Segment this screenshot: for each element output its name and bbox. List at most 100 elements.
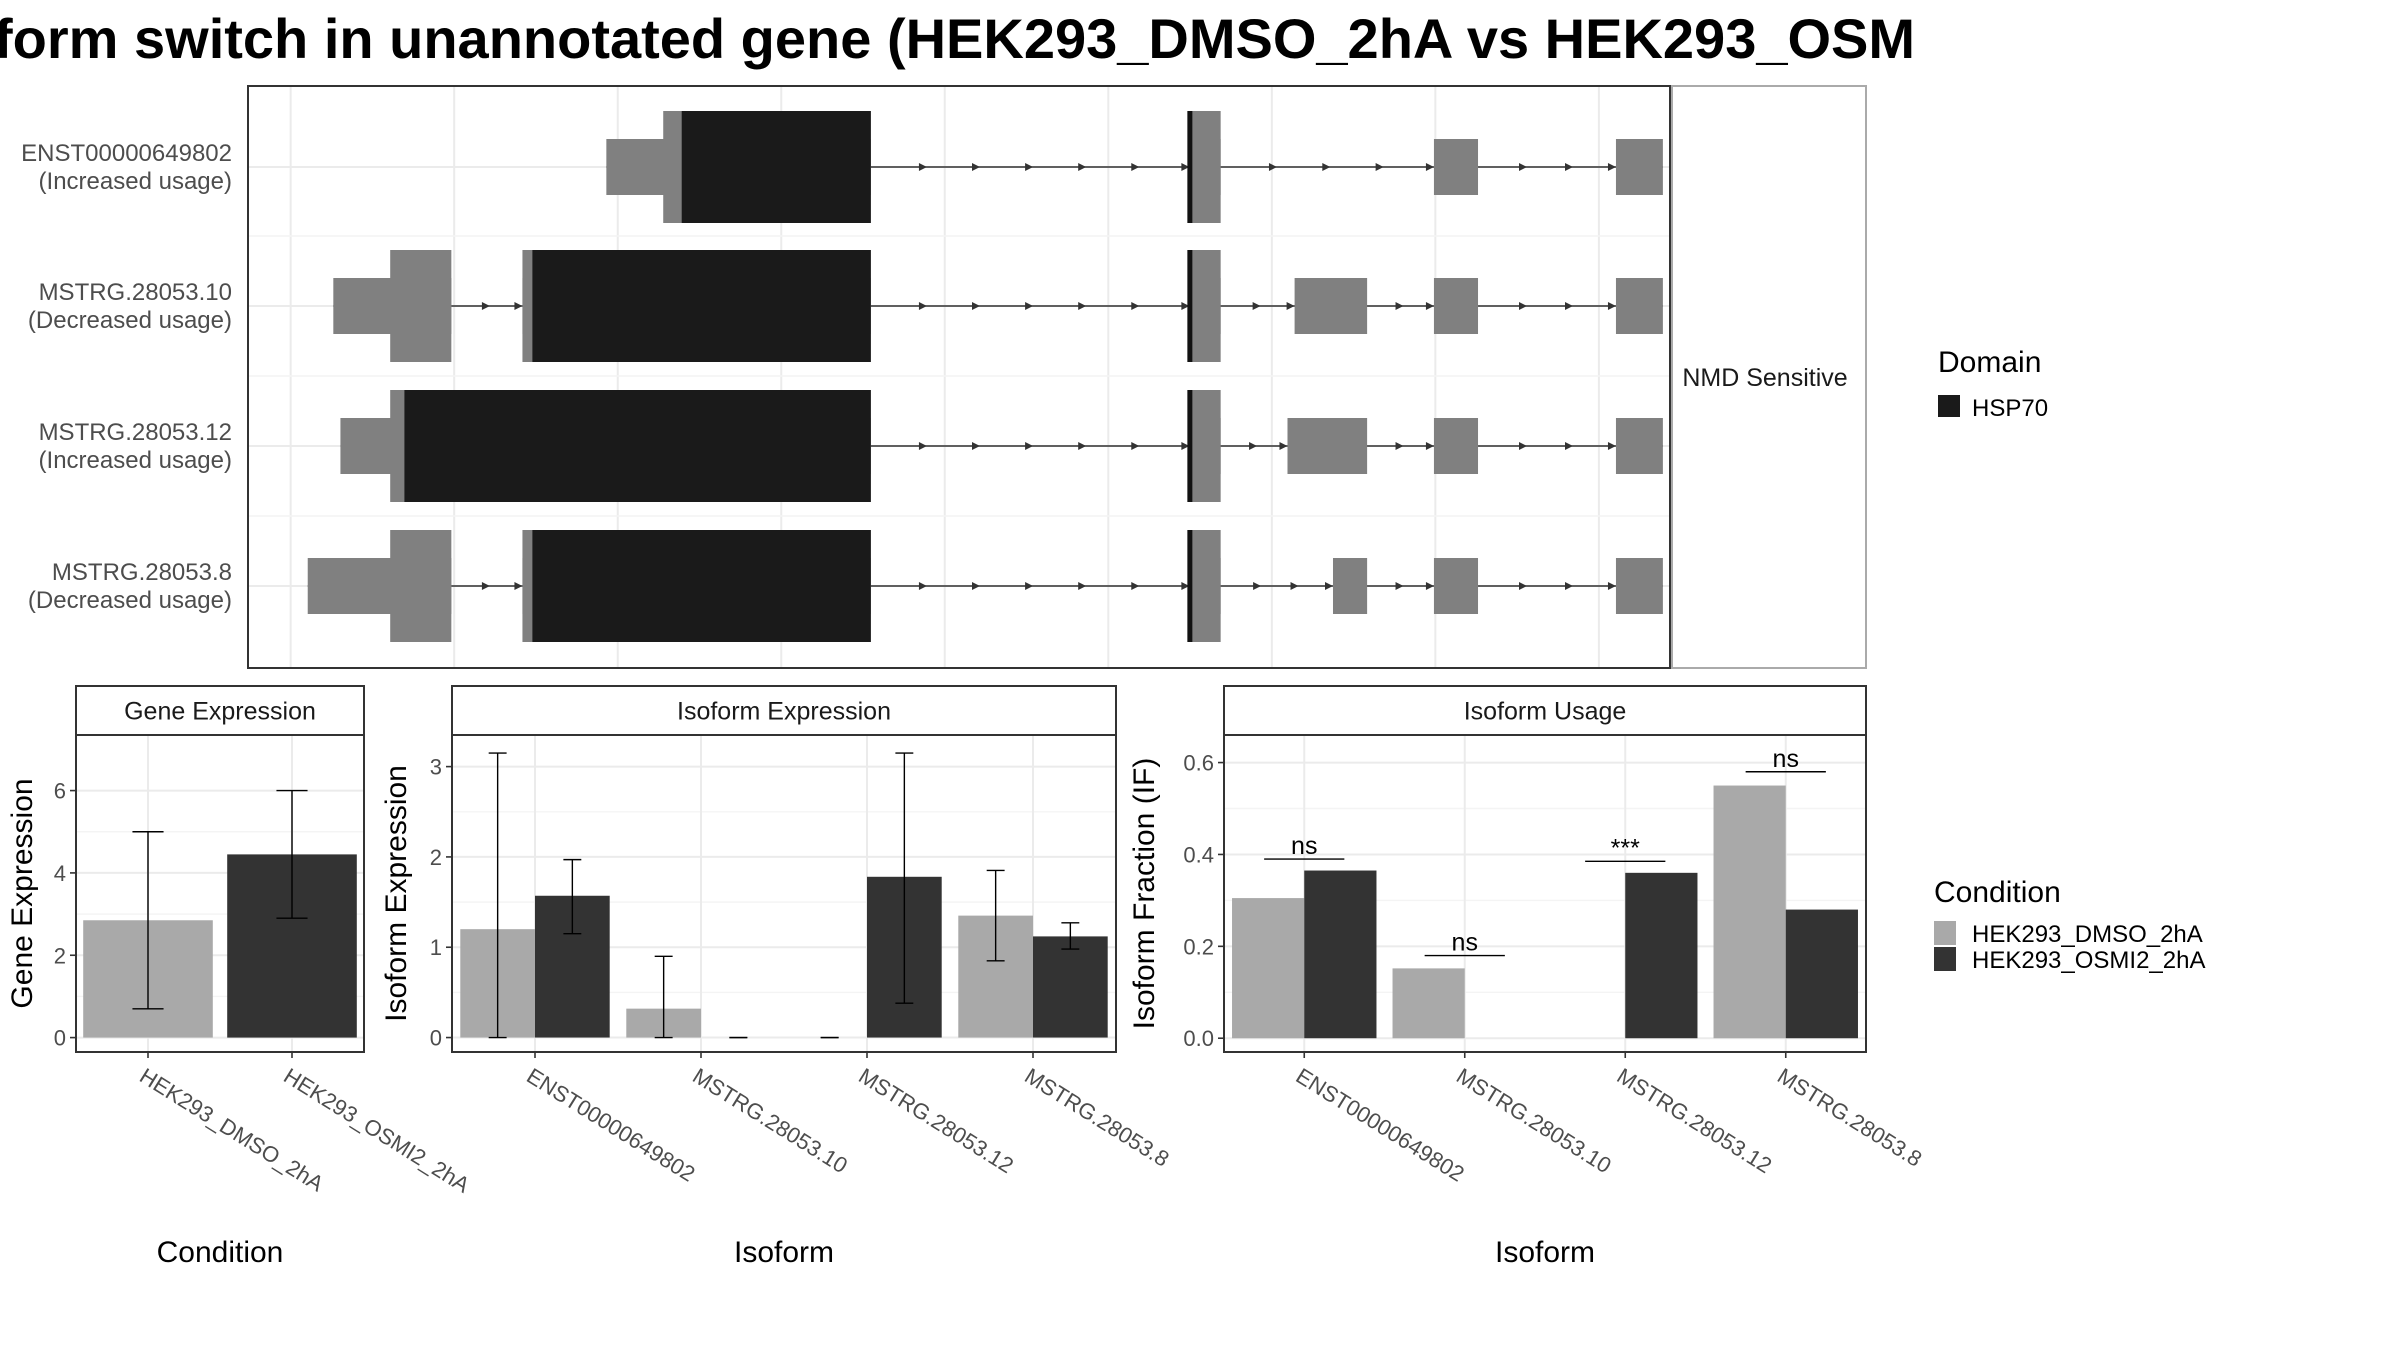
intron-direction-arrow <box>918 163 927 171</box>
y-tick-label: 0 <box>430 1026 442 1051</box>
intron-direction-arrow <box>1324 582 1333 590</box>
intron-direction-arrow <box>481 582 490 590</box>
intron-direction-arrow <box>1131 582 1140 590</box>
panel-border <box>451 734 1117 1053</box>
condition-legend-key-dmso <box>1934 921 1956 945</box>
transcript-exon-utr <box>1615 139 1663 195</box>
intron-direction-arrow <box>1078 442 1087 450</box>
significance-label: ns <box>1291 832 1317 860</box>
intron-direction-arrow <box>1564 442 1573 450</box>
intron-direction-arrow <box>918 582 927 590</box>
bar-HEK293_DMSO_2hA <box>1232 898 1305 1039</box>
transcript-exon-cds <box>390 250 452 362</box>
y-tick-label: 2 <box>430 845 442 870</box>
intron-direction-arrow <box>1322 163 1331 171</box>
x-tick-label: MSTRG.28053.8 <box>1773 1063 1926 1172</box>
x-tick-label: MSTRG.28053.12 <box>854 1063 1018 1178</box>
intron-direction-arrow <box>1519 163 1528 171</box>
x-tick-label: ENST00000649802 <box>1292 1063 1469 1187</box>
transcript-domain-hsp70 <box>532 250 871 362</box>
intron-direction-arrow <box>1131 442 1140 450</box>
y-tick-label: 0.6 <box>1183 751 1214 776</box>
transcript-label-id: MSTRG.28053.12 <box>39 419 232 446</box>
condition-legend-title: Condition <box>1934 876 2061 909</box>
intron-direction-arrow <box>1425 442 1434 450</box>
intron-direction-arrow <box>1519 442 1528 450</box>
transcript-exon-utr <box>1615 418 1663 474</box>
panel-strip-label: Isoform Expression <box>677 698 891 726</box>
bar-HEK293_DMSO_2hA <box>1713 785 1786 1039</box>
intron-direction-arrow <box>481 302 490 310</box>
intron-direction-arrow <box>972 163 981 171</box>
intron-direction-arrow <box>1395 302 1404 310</box>
transcript-label-id: ENST00000649802 <box>21 140 232 167</box>
bar-HEK293_OSMI2_2hA <box>1785 909 1858 1039</box>
significance-label: ns <box>1773 745 1799 773</box>
condition-legend: Condition HEK293_DMSO_2hA HEK293_OSMI2_2… <box>1934 876 2205 974</box>
transcript-label-id: MSTRG.28053.8 <box>52 559 232 586</box>
intron-direction-arrow <box>918 302 927 310</box>
intron-direction-arrow <box>514 302 523 310</box>
transcript-exon-utr <box>1287 418 1368 474</box>
transcript-exon-utr <box>1433 418 1479 474</box>
intron-direction-arrow <box>1425 582 1434 590</box>
panel-border <box>1223 734 1867 1053</box>
transcript-exon-utr <box>1294 278 1368 334</box>
y-axis-title: Isoform Fraction (IF) <box>1128 758 1161 1030</box>
intron-direction-arrow <box>1078 163 1087 171</box>
intron-direction-arrow <box>972 442 981 450</box>
intron-direction-arrow <box>1268 163 1277 171</box>
y-tick-label: 1 <box>430 935 442 960</box>
intron-direction-arrow <box>1253 582 1262 590</box>
facet-strip-label: NMD Sensitive <box>1682 364 1847 392</box>
y-axis-title: Gene Expression <box>6 778 39 1008</box>
intron-direction-arrow <box>1025 442 1034 450</box>
x-tick-label: MSTRG.28053.12 <box>1613 1063 1777 1178</box>
x-tick-label: ENST00000649802 <box>522 1063 699 1187</box>
structure-plot-background <box>248 86 1670 668</box>
intron-direction-arrow <box>1025 582 1034 590</box>
intron-direction-arrow <box>1025 302 1034 310</box>
transcript-exon-utr <box>1433 278 1479 334</box>
intron-direction-arrow <box>1249 442 1258 450</box>
y-tick-label: 0.4 <box>1183 842 1214 867</box>
domain-legend: Domain HSP70 <box>1938 346 2048 422</box>
intron-direction-arrow <box>1181 582 1190 590</box>
y-axis-title: Isoform Expression <box>380 765 413 1022</box>
transcript-exon-cds <box>1189 111 1221 223</box>
structure-plot-border <box>247 85 1671 669</box>
transcript-exon-cds <box>1189 250 1221 362</box>
transcript-exon-cds <box>1189 390 1221 502</box>
transcript-exon-utr <box>1615 278 1663 334</box>
y-tick-label: 0 <box>54 1026 66 1051</box>
y-tick-label: 4 <box>54 861 66 886</box>
transcript-exon-utr <box>1332 558 1368 614</box>
transcript-domain-hsp70 <box>681 111 871 223</box>
transcript-label-usage: (Increased usage) <box>39 168 232 195</box>
transcript-structure-panel: ENST00000649802(Increased usage) MSTRG.28… <box>21 85 1867 669</box>
intron-direction-arrow <box>1286 302 1295 310</box>
transcript-domain-hsp70 <box>532 530 871 642</box>
bar-HEK293_OSMI2_2hA <box>1304 870 1377 1039</box>
bar-HEK293_OSMI2_2hA <box>1033 936 1108 1038</box>
intron-direction-arrow <box>1564 302 1573 310</box>
panel-strip <box>451 685 1117 736</box>
intron-direction-arrow <box>1290 582 1299 590</box>
transcript-exon-boundary-mark <box>1187 250 1193 362</box>
domain-legend-title: Domain <box>1938 346 2041 379</box>
x-axis-title: Condition <box>157 1236 284 1269</box>
intron-direction-arrow <box>1607 442 1616 450</box>
intron-direction-arrow <box>1607 163 1616 171</box>
intron-direction-arrow <box>1395 442 1404 450</box>
transcript-exon-utr <box>1615 558 1663 614</box>
transcript-exon-boundary-mark <box>1187 530 1193 642</box>
y-tick-label: 2 <box>54 943 66 968</box>
transcript-exon-cds <box>1189 530 1221 642</box>
transcript-label-id: MSTRG.28053.10 <box>39 279 232 306</box>
transcript-exon-utr <box>1433 558 1479 614</box>
intron-direction-arrow <box>1607 582 1616 590</box>
x-tick-label: MSTRG.28053.10 <box>1452 1063 1616 1178</box>
transcript-label-usage: (Decreased usage) <box>28 307 232 334</box>
panel-strip-label: Isoform Usage <box>1464 698 1627 726</box>
intron-direction-arrow <box>514 582 523 590</box>
